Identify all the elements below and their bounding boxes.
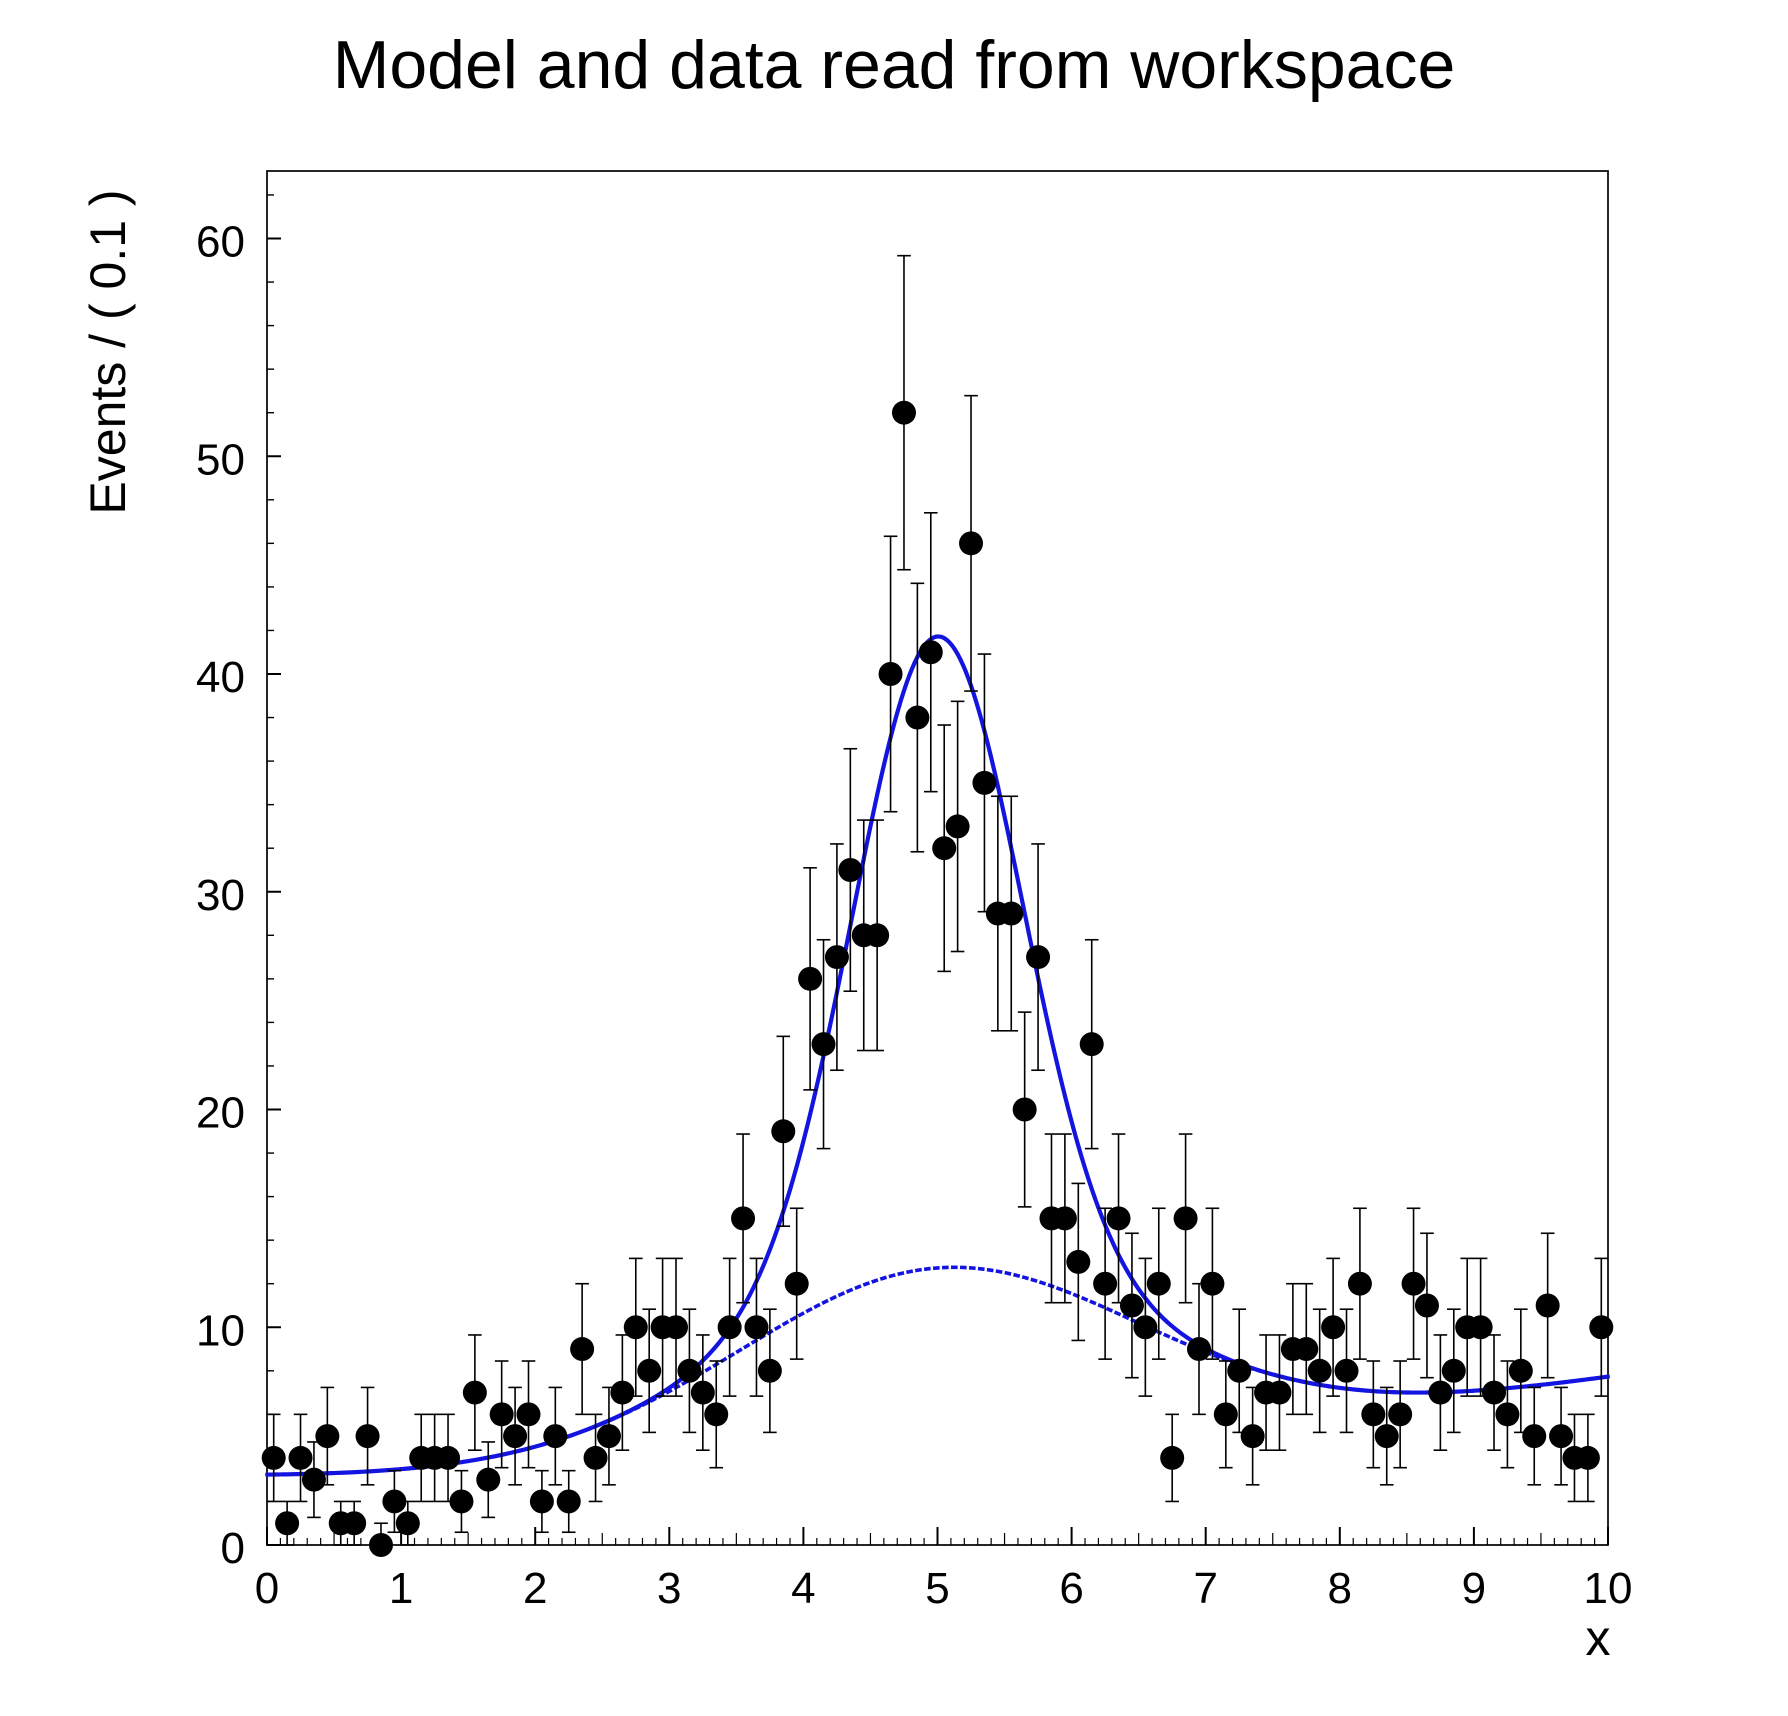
svg-text:x: x [1586,1610,1611,1666]
svg-text:0: 0 [255,1564,279,1613]
svg-text:30: 30 [196,871,245,920]
svg-text:0: 0 [221,1524,245,1573]
svg-text:6: 6 [1059,1564,1083,1613]
svg-text:8: 8 [1328,1564,1352,1613]
svg-text:20: 20 [196,1089,245,1138]
svg-text:Model and data read from works: Model and data read from workspace [333,27,1456,103]
svg-text:4: 4 [791,1564,815,1613]
svg-text:1: 1 [389,1564,413,1613]
svg-text:Events / ( 0.1 ): Events / ( 0.1 ) [80,189,136,514]
svg-text:50: 50 [196,435,245,484]
svg-text:40: 40 [196,653,245,702]
svg-text:10: 10 [196,1306,245,1355]
svg-text:2: 2 [523,1564,547,1613]
svg-text:60: 60 [196,218,245,267]
svg-text:10: 10 [1584,1564,1633,1613]
svg-text:3: 3 [657,1564,681,1613]
svg-text:9: 9 [1462,1564,1486,1613]
svg-text:5: 5 [925,1564,949,1613]
svg-text:7: 7 [1193,1564,1217,1613]
